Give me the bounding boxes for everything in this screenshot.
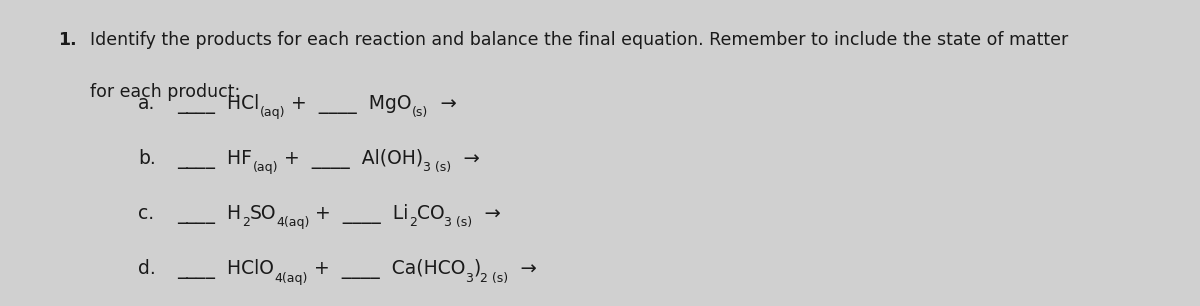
Text: ____  H: ____ H — [178, 205, 241, 224]
Text: →: → — [428, 94, 457, 113]
Text: c.: c. — [138, 204, 154, 223]
Text: for each product:: for each product: — [90, 83, 240, 101]
Text: +  ____  Al(OH): + ____ Al(OH) — [278, 149, 424, 169]
Text: b.: b. — [138, 149, 156, 168]
Text: ____  HClO: ____ HClO — [178, 259, 275, 279]
Text: Identify the products for each reaction and balance the final equation. Remember: Identify the products for each reaction … — [90, 31, 1068, 49]
Text: a.: a. — [138, 94, 155, 113]
Text: 2 (s): 2 (s) — [480, 271, 509, 285]
Text: →: → — [473, 204, 502, 223]
Text: SO: SO — [250, 204, 276, 223]
Text: →: → — [509, 259, 538, 278]
Text: +  ____  MgO: + ____ MgO — [286, 95, 412, 114]
Text: (s): (s) — [412, 106, 428, 119]
Text: +  ____  Ca(HCO: + ____ Ca(HCO — [308, 259, 466, 279]
Text: 4(aq): 4(aq) — [275, 271, 308, 285]
Text: ____  HF: ____ HF — [178, 150, 253, 169]
Text: ____  HCl: ____ HCl — [178, 94, 260, 114]
Text: 4(aq): 4(aq) — [276, 216, 310, 230]
Text: →: → — [451, 149, 480, 168]
Text: CO: CO — [416, 204, 444, 223]
Text: 3: 3 — [466, 271, 473, 285]
Text: 1.: 1. — [58, 31, 77, 49]
Text: 2: 2 — [241, 216, 250, 230]
Text: 3 (s): 3 (s) — [424, 161, 451, 174]
Text: 2: 2 — [409, 216, 416, 230]
Text: 3 (s): 3 (s) — [444, 216, 473, 230]
Text: d.: d. — [138, 259, 156, 278]
Text: (aq): (aq) — [253, 161, 278, 174]
Text: (aq): (aq) — [260, 106, 286, 119]
Text: +  ____  Li: + ____ Li — [310, 204, 409, 224]
Text: ): ) — [473, 259, 480, 278]
